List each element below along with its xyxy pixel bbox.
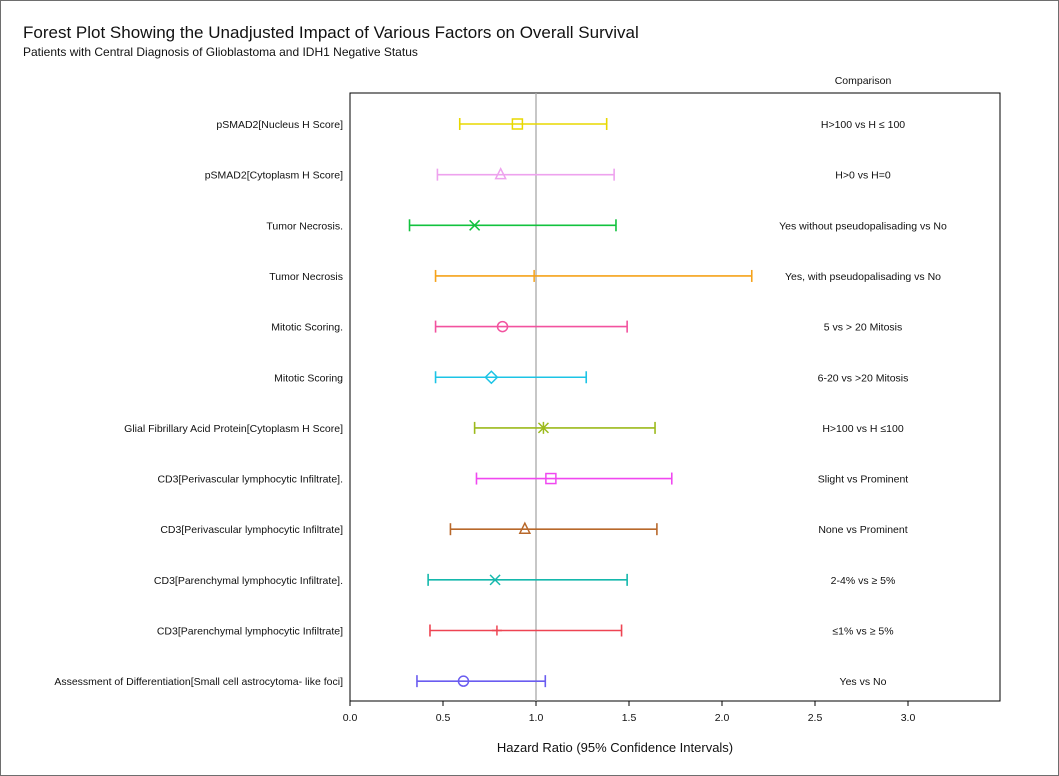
hazard-ratio-marker (537, 421, 549, 434)
hazard-ratio-marker (545, 472, 557, 485)
x-tick-label: 2.0 (715, 712, 730, 724)
forest-row: Glial Fibrillary Acid Protein[Cytoplasm … (124, 421, 904, 435)
comparison-label: None vs Prominent (818, 524, 907, 536)
hazard-ratio-marker (511, 118, 524, 130)
row-label: Assessment of Differentiation[Small cell… (54, 676, 343, 688)
row-label: CD3[Parenchymal lymphocytic Infiltrate] (157, 626, 343, 638)
x-tick-label: 2.5 (808, 712, 823, 724)
plot-area (349, 92, 1001, 702)
row-label: Tumor Necrosis (269, 271, 343, 283)
forest-row: CD3[Perivascular lymphocytic Infiltrate]… (160, 521, 908, 536)
row-label: Tumor Necrosis. (266, 220, 343, 232)
x-tick-label: 0.0 (343, 712, 358, 724)
x-tick-label: 1.5 (622, 712, 637, 724)
forest-row: pSMAD2[Nucleus H Score] H>100 vs H ≤ 100 (216, 118, 905, 131)
forest-row: Mitotic Scoring 6-20 vs >20 Mitosis (274, 370, 909, 385)
comparison-label: H>0 vs H=0 (835, 170, 891, 182)
hazard-ratio-marker (489, 574, 501, 586)
forest-row: Tumor Necrosis. Yes without pseudopalisad… (266, 219, 947, 232)
comparison-label: ≤1% vs ≥ 5% (832, 626, 893, 638)
comparison-label: Yes without pseudopalisading vs No (779, 220, 947, 232)
hazard-ratio-marker (518, 521, 532, 534)
row-label: CD3[Parenchymal lymphocytic Infiltrate]. (154, 575, 343, 587)
x-tick-label: 3.0 (901, 712, 916, 724)
comparison-label: 2-4% vs ≥ 5% (831, 575, 896, 587)
forest-row: Assessment of Differentiation[Small cell… (54, 675, 887, 688)
row-label: CD3[Perivascular lymphocytic Infiltrate] (160, 524, 343, 536)
comparison-label: Yes, with pseudopalisading vs No (785, 271, 941, 283)
comparison-label: H>100 vs H ≤100 (822, 423, 904, 435)
chart-title: Forest Plot Showing the Unadjusted Impac… (23, 23, 639, 42)
row-label: pSMAD2[Cytoplasm H Score] (205, 170, 343, 182)
comparison-label: H>100 vs H ≤ 100 (821, 119, 905, 131)
x-tick-label: 1.0 (529, 712, 544, 724)
x-axis-title: Hazard Ratio (95% Confidence Intervals) (497, 740, 733, 755)
comparison-label: 6-20 vs >20 Mitosis (818, 372, 909, 384)
row-label: pSMAD2[Nucleus H Score] (216, 119, 343, 131)
hazard-ratio-marker (491, 625, 502, 636)
hazard-ratio-marker (457, 675, 470, 687)
row-label: Glial Fibrillary Acid Protein[Cytoplasm … (124, 423, 343, 435)
forest-row: CD3[Parenchymal lymphocytic Infiltrate] ≤… (157, 624, 894, 638)
hazard-ratio-marker (469, 219, 481, 231)
forest-row: CD3[Perivascular lymphocytic Infiltrate]… (157, 472, 909, 486)
comparison-label: Yes vs No (840, 676, 887, 688)
hazard-ratio-marker (484, 370, 499, 385)
forest-row: pSMAD2[Cytoplasm H Score] H>0 vs H=0 (205, 166, 891, 182)
x-tick-label: 0.5 (436, 712, 451, 724)
row-label: Mitotic Scoring (274, 372, 343, 384)
row-label: Mitotic Scoring. (271, 322, 343, 334)
comparison-label: Slight vs Prominent (818, 474, 909, 486)
hazard-ratio-marker (496, 320, 509, 333)
forest-row: Tumor Necrosis Yes, with pseudopalisading… (269, 269, 941, 283)
hazard-ratio-marker (494, 166, 507, 180)
row-label: CD3[Perivascular lymphocytic Infiltrate]… (157, 474, 343, 486)
forest-row: CD3[Parenchymal lymphocytic Infiltrate].… (154, 573, 896, 587)
chart-subtitle: Patients with Central Diagnosis of Gliob… (23, 45, 418, 59)
comparison-label: 5 vs > 20 Mitosis (824, 322, 903, 334)
comparison-header: Comparison (835, 75, 892, 87)
forest-row: Mitotic Scoring. 5 vs > 20 Mitosis (271, 320, 903, 334)
